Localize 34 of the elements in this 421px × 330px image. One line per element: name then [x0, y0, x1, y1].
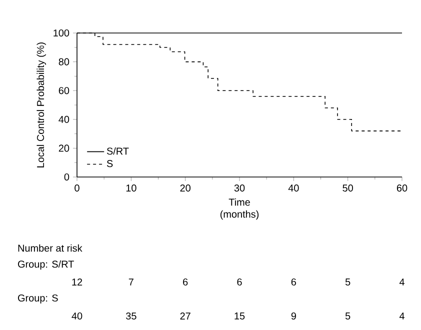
text: 4 — [399, 312, 404, 320]
text: Group: S/RT — [18, 260, 74, 270]
y-tick-label: 40 — [58, 116, 70, 123]
y-tick-label: 100 — [54, 29, 70, 37]
text: 5 — [345, 312, 350, 320]
y-axis-title: Local Control Probability (%) — [36, 42, 46, 168]
x-tick-label: 40 — [288, 184, 299, 192]
y-tick-label: 80 — [58, 58, 70, 66]
x-tick-label: 30 — [234, 184, 245, 192]
text: 40 — [72, 312, 82, 320]
text: 12 — [72, 278, 82, 286]
text: 6 — [183, 278, 188, 286]
text: 4 — [399, 278, 404, 286]
x-tick-label: 0 — [74, 184, 80, 192]
text: 27 — [180, 312, 190, 320]
text: 5 — [345, 278, 350, 286]
text: 6 — [291, 278, 296, 286]
text: 15 — [234, 312, 245, 320]
text: 35 — [126, 312, 136, 320]
text: Group: S — [18, 294, 58, 304]
text: 9 — [291, 312, 296, 320]
legend-label: S — [106, 160, 113, 168]
text: 7 — [128, 278, 134, 286]
text: 6 — [237, 278, 242, 286]
legend-label: S/RT — [106, 147, 129, 155]
x-axis-title: Time (months) — [220, 198, 259, 220]
x-tick-label: 10 — [126, 184, 136, 192]
x-tick-label: 60 — [396, 184, 408, 192]
y-tick-label: 20 — [58, 144, 70, 152]
x-tick-label: 50 — [342, 184, 353, 192]
y-tick-label: 0 — [64, 173, 70, 181]
text: Number at risk — [18, 244, 82, 252]
x-tick-label: 20 — [180, 184, 190, 192]
y-tick-label: 60 — [58, 87, 70, 94]
